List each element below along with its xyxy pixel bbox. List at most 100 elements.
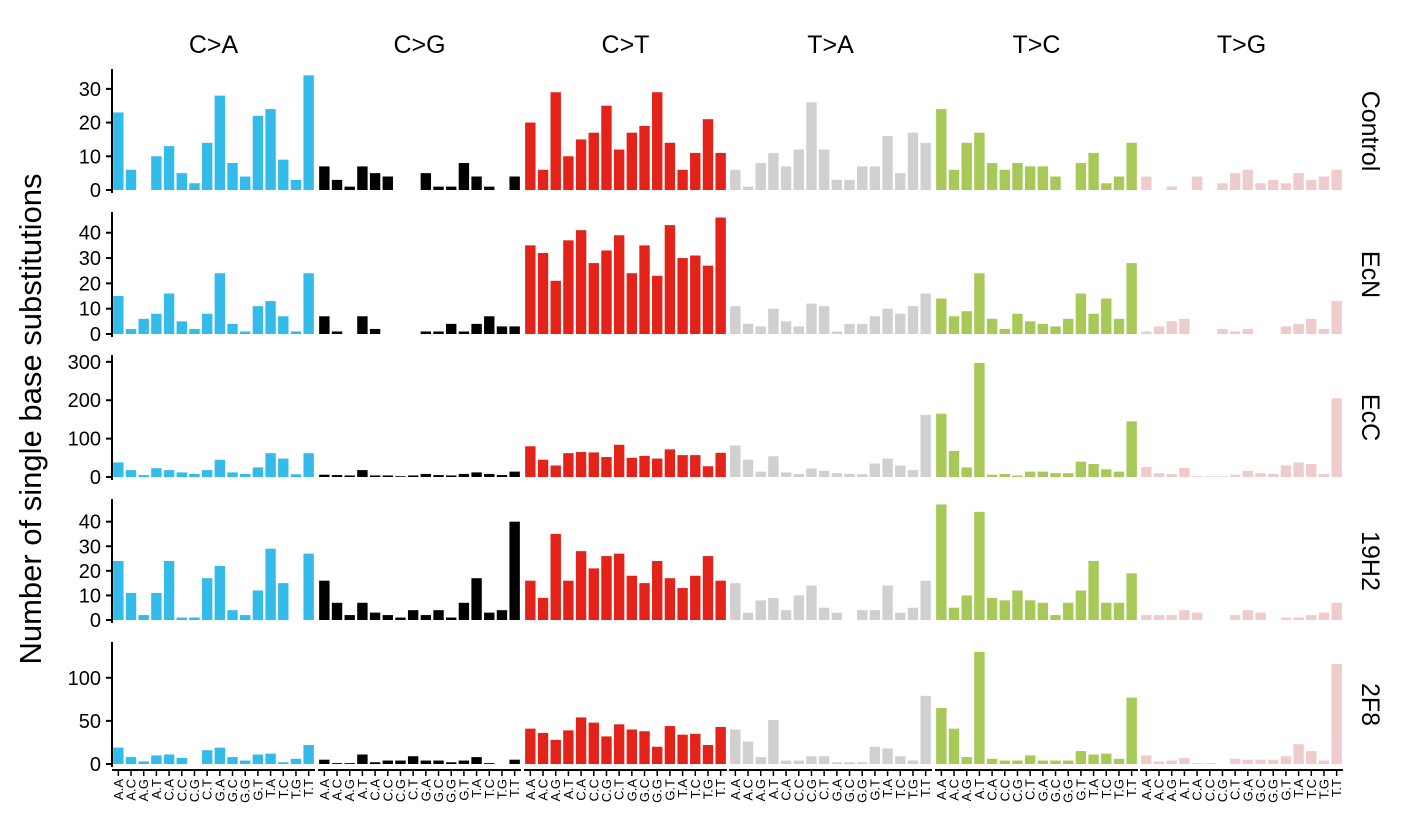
bar-Control-C>T-C.G bbox=[601, 105, 612, 190]
bar-EcN-C>G-C.A bbox=[369, 328, 381, 334]
bar-EcN-C>G-G.T bbox=[458, 331, 470, 334]
x-tick-label-4-8: G.A bbox=[1035, 779, 1050, 802]
bar-EcN-T>C-T.T bbox=[1126, 263, 1137, 334]
bar-2F8-T>A-G.A bbox=[831, 762, 843, 764]
x-tick-label-4-2: A.G bbox=[959, 779, 974, 801]
bar-19H2-T>G-T.T bbox=[1331, 602, 1342, 620]
bar-EcN-C>T-T.A bbox=[677, 258, 688, 334]
y-axis-label: Number of single base substitutions bbox=[13, 173, 48, 664]
bar-EcC-C>A-A.G bbox=[138, 475, 149, 477]
bar-19H2-C>T-C.C bbox=[588, 568, 599, 621]
bar-19H2-C>A-G.T bbox=[252, 590, 264, 620]
x-tick-label-2-5: C.C bbox=[586, 779, 601, 801]
bar-19H2-C>A-G.G bbox=[240, 615, 251, 620]
bar-2F8-C>A-G.T bbox=[252, 754, 264, 764]
bar-Control-C>G-G.C bbox=[433, 186, 444, 190]
bar-Control-T>C-T.G bbox=[1113, 176, 1125, 190]
bar-19H2-C>A-T.C bbox=[278, 583, 289, 621]
x-tick-label-0-9: G.C bbox=[225, 779, 240, 802]
bar-EcC-C>G-T.C bbox=[484, 473, 495, 477]
bar-EcC-T>G-T.C bbox=[1306, 463, 1317, 477]
x-tick-label-0-0: A.A bbox=[111, 779, 126, 800]
x-tick-label-4-5: C.C bbox=[997, 779, 1012, 801]
x-tick-label-0-1: A.C bbox=[124, 779, 139, 801]
bar-EcN-C>T-A.G bbox=[550, 280, 561, 334]
bar-EcC-C>A-G.G bbox=[240, 473, 251, 477]
bar-19H2-T>A-G.G bbox=[857, 610, 868, 620]
bar-EcC-C>T-T.T bbox=[715, 452, 726, 477]
x-tick-label-1-9: G.C bbox=[431, 779, 446, 802]
bar-19H2-C>G-T.C bbox=[484, 612, 495, 621]
bar-EcC-T>A-C.C bbox=[793, 473, 804, 477]
bar-2F8-C>T-T.C bbox=[690, 733, 701, 764]
bar-EcC-C>G-C.A bbox=[369, 475, 381, 477]
bar-EcC-T>A-G.A bbox=[831, 473, 843, 477]
row-title-4: 2F8 bbox=[1356, 683, 1384, 726]
bar-EcN-C>T-G.C bbox=[639, 245, 650, 334]
bar-EcC-C>A-G.C bbox=[227, 472, 238, 477]
bar-EcN-T>C-T.C bbox=[1101, 298, 1112, 334]
x-tick-label-5-0: A.A bbox=[1139, 779, 1154, 800]
bar-EcN-T>C-T.A bbox=[1088, 313, 1099, 334]
bar-19H2-C>T-C.G bbox=[601, 556, 612, 620]
bar-2F8-C>T-C.C bbox=[588, 722, 599, 764]
bar-EcN-T>C-A.G bbox=[961, 311, 972, 334]
y-tick-label-3-4: 40 bbox=[79, 512, 101, 534]
x-tick-label-2-15: T.T bbox=[713, 779, 728, 797]
bar-19H2-T>A-A.C bbox=[742, 612, 754, 621]
bar-EcN-C>T-C.C bbox=[588, 263, 599, 334]
bar-2F8-C>G-C.C bbox=[382, 760, 393, 764]
bar-Control-C>G-C.C bbox=[382, 176, 393, 190]
x-tick-label-4-12: T.A bbox=[1086, 779, 1101, 798]
facet-titles: C>A C>G C>T T>A T>C T>G bbox=[189, 31, 1266, 59]
x-tick-label-3-14: T.G bbox=[905, 779, 920, 799]
bar-Control-T>A-C.T bbox=[818, 149, 830, 190]
x-tick-label-2-7: C.T bbox=[612, 779, 627, 800]
bar-19H2-T>C-A.T bbox=[974, 511, 985, 620]
bar-EcC-C>A-A.A bbox=[113, 462, 124, 477]
bar-EcN-T>A-T.T bbox=[920, 293, 931, 334]
bar-19H2-C>A-A.T bbox=[151, 592, 162, 620]
x-tick-label-5-3: A.T bbox=[1177, 779, 1192, 799]
bar-19H2-T>G-T.A bbox=[1293, 617, 1304, 620]
x-tick-label-3-6: C.G bbox=[804, 779, 819, 802]
y-tick-label-4-2: 100 bbox=[68, 668, 101, 690]
bar-19H2-T>C-G.C bbox=[1050, 615, 1061, 620]
bar-19H2-C>A-T.T bbox=[303, 553, 314, 621]
bar-19H2-C>T-C.A bbox=[575, 551, 587, 620]
y-tick-label-0-2: 20 bbox=[79, 113, 101, 135]
x-tick-label-0-12: T.A bbox=[263, 779, 278, 798]
bar-EcN-T>G-C.T bbox=[1229, 331, 1241, 334]
x-tick-label-1-7: C.T bbox=[406, 779, 421, 800]
bar-EcN-T>A-A.C bbox=[742, 323, 754, 334]
y-tick-label-4-0: 0 bbox=[90, 754, 101, 776]
bar-19H2-T>C-G.T bbox=[1075, 590, 1087, 620]
bar-EcN-C>A-G.T bbox=[252, 306, 264, 334]
bar-EcC-T>C-C.A bbox=[986, 474, 998, 477]
bar-Control-C>A-G.A bbox=[214, 95, 226, 190]
bar-2F8-C>A-A.T bbox=[151, 755, 162, 764]
bar-EcC-T>G-C.G bbox=[1217, 476, 1228, 477]
bar-EcN-T>C-A.C bbox=[948, 316, 960, 334]
bar-2F8-T>G-A.T bbox=[1179, 757, 1190, 764]
bar-Control-T>A-T.C bbox=[895, 173, 906, 190]
bar-19H2-C>G-A.C bbox=[331, 602, 343, 620]
bar-Control-C>A-C.G bbox=[189, 183, 200, 190]
x-tick-label-4-4: C.A bbox=[985, 779, 1000, 801]
bar-Control-C>T-C.C bbox=[588, 132, 599, 190]
bar-EcN-T>G-C.G bbox=[1217, 328, 1228, 334]
bar-EcC-T>C-C.C bbox=[999, 473, 1010, 477]
bar-2F8-C>T-A.A bbox=[525, 728, 536, 764]
bar-2F8-T>C-T.G bbox=[1113, 758, 1125, 764]
x-tick-label-5-10: G.G bbox=[1266, 779, 1281, 803]
y-tick-label-0-1: 10 bbox=[79, 146, 101, 168]
bar-2F8-T>C-C.C bbox=[999, 760, 1010, 764]
x-tick-label-1-1: A.C bbox=[330, 779, 345, 801]
bar-2F8-C>A-T.C bbox=[278, 762, 289, 764]
bar-EcC-T>A-T.A bbox=[882, 458, 893, 477]
bar-19H2-C>G-C.C bbox=[382, 615, 393, 620]
x-tick-label-2-2: A.G bbox=[548, 779, 563, 801]
bar-EcN-T>G-A.C bbox=[1153, 326, 1165, 334]
bar-2F8-C>T-T.A bbox=[677, 734, 688, 764]
bar-Control-T>A-T.T bbox=[920, 142, 931, 190]
